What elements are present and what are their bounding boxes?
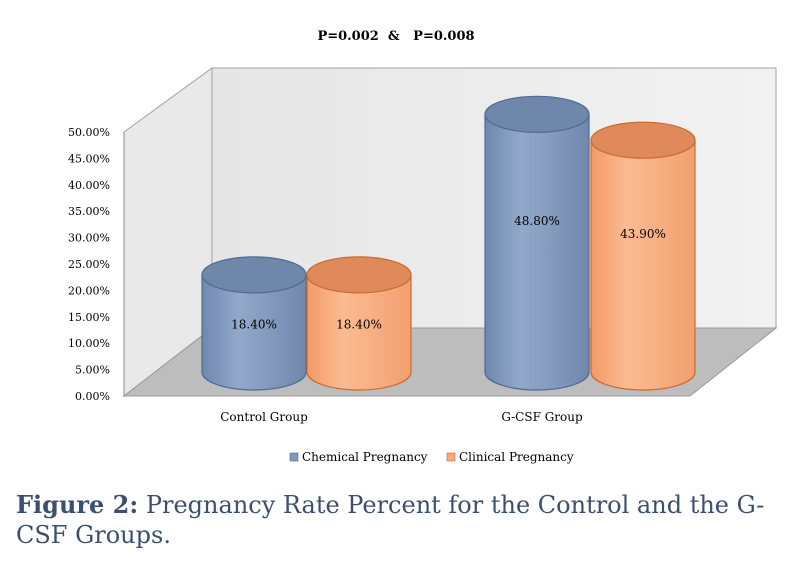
- caption-text: Pregnancy Rate Percent for the Control a…: [16, 491, 765, 549]
- bar-1-1: 43.90%: [590, 121, 696, 391]
- legend-swatch: [289, 452, 299, 462]
- caption-label: Figure 2:: [16, 490, 139, 519]
- legend-label: Clinical Pregnancy: [459, 450, 574, 464]
- y-tick-label: 50.00%: [68, 126, 110, 139]
- y-tick-label: 35.00%: [68, 205, 110, 218]
- bar-top: [590, 121, 696, 159]
- legend: Chemical Pregnancy Clinical Pregnancy: [289, 450, 574, 464]
- legend-label: Chemical Pregnancy: [302, 450, 428, 464]
- bars: 18.40% 18.40% 48.80% 43.90%: [201, 95, 696, 391]
- y-tick-label: 10.00%: [68, 337, 110, 350]
- y-tick-label: 30.00%: [68, 232, 110, 245]
- x-axis: Control Group G-CSF Group: [220, 410, 583, 424]
- bar-top: [484, 95, 590, 133]
- bar-1-0: 48.80%: [484, 95, 590, 391]
- y-tick-label: 0.00%: [75, 390, 110, 403]
- x-tick-label: Control Group: [220, 410, 308, 424]
- y-tick-label: 40.00%: [68, 179, 110, 192]
- bar-0-0: 18.40%: [201, 256, 307, 391]
- y-tick-label: 25.00%: [68, 258, 110, 271]
- data-label: 18.40%: [336, 317, 382, 331]
- x-tick-label: G-CSF Group: [501, 410, 583, 424]
- bar-body: [590, 139, 696, 391]
- figure-caption: Figure 2: Pregnancy Rate Percent for the…: [16, 490, 788, 550]
- y-tick-label: 15.00%: [68, 311, 110, 324]
- bar-0-1: 18.40%: [306, 256, 412, 391]
- y-tick-label: 45.00%: [68, 152, 110, 165]
- chart-title: P=0.002 & P=0.008: [317, 29, 474, 44]
- data-label: 48.80%: [514, 214, 560, 228]
- bar-body: [484, 113, 590, 391]
- bar-top: [201, 256, 307, 294]
- legend-swatch: [446, 452, 456, 462]
- chart: P=0.002 & P=0.008 0.00% 5.00% 10.00% 15.00%…: [68, 29, 778, 464]
- y-tick-label: 5.00%: [75, 364, 110, 377]
- bar-body: [306, 274, 412, 391]
- y-tick-label: 20.00%: [68, 284, 110, 297]
- data-label: 43.90%: [620, 227, 666, 241]
- y-axis: 0.00% 5.00% 10.00% 15.00% 20.00% 25.00% 30.00%…: [68, 126, 125, 403]
- data-label: 18.40%: [231, 317, 277, 331]
- bar-top: [306, 256, 412, 294]
- bar-body: [201, 274, 307, 391]
